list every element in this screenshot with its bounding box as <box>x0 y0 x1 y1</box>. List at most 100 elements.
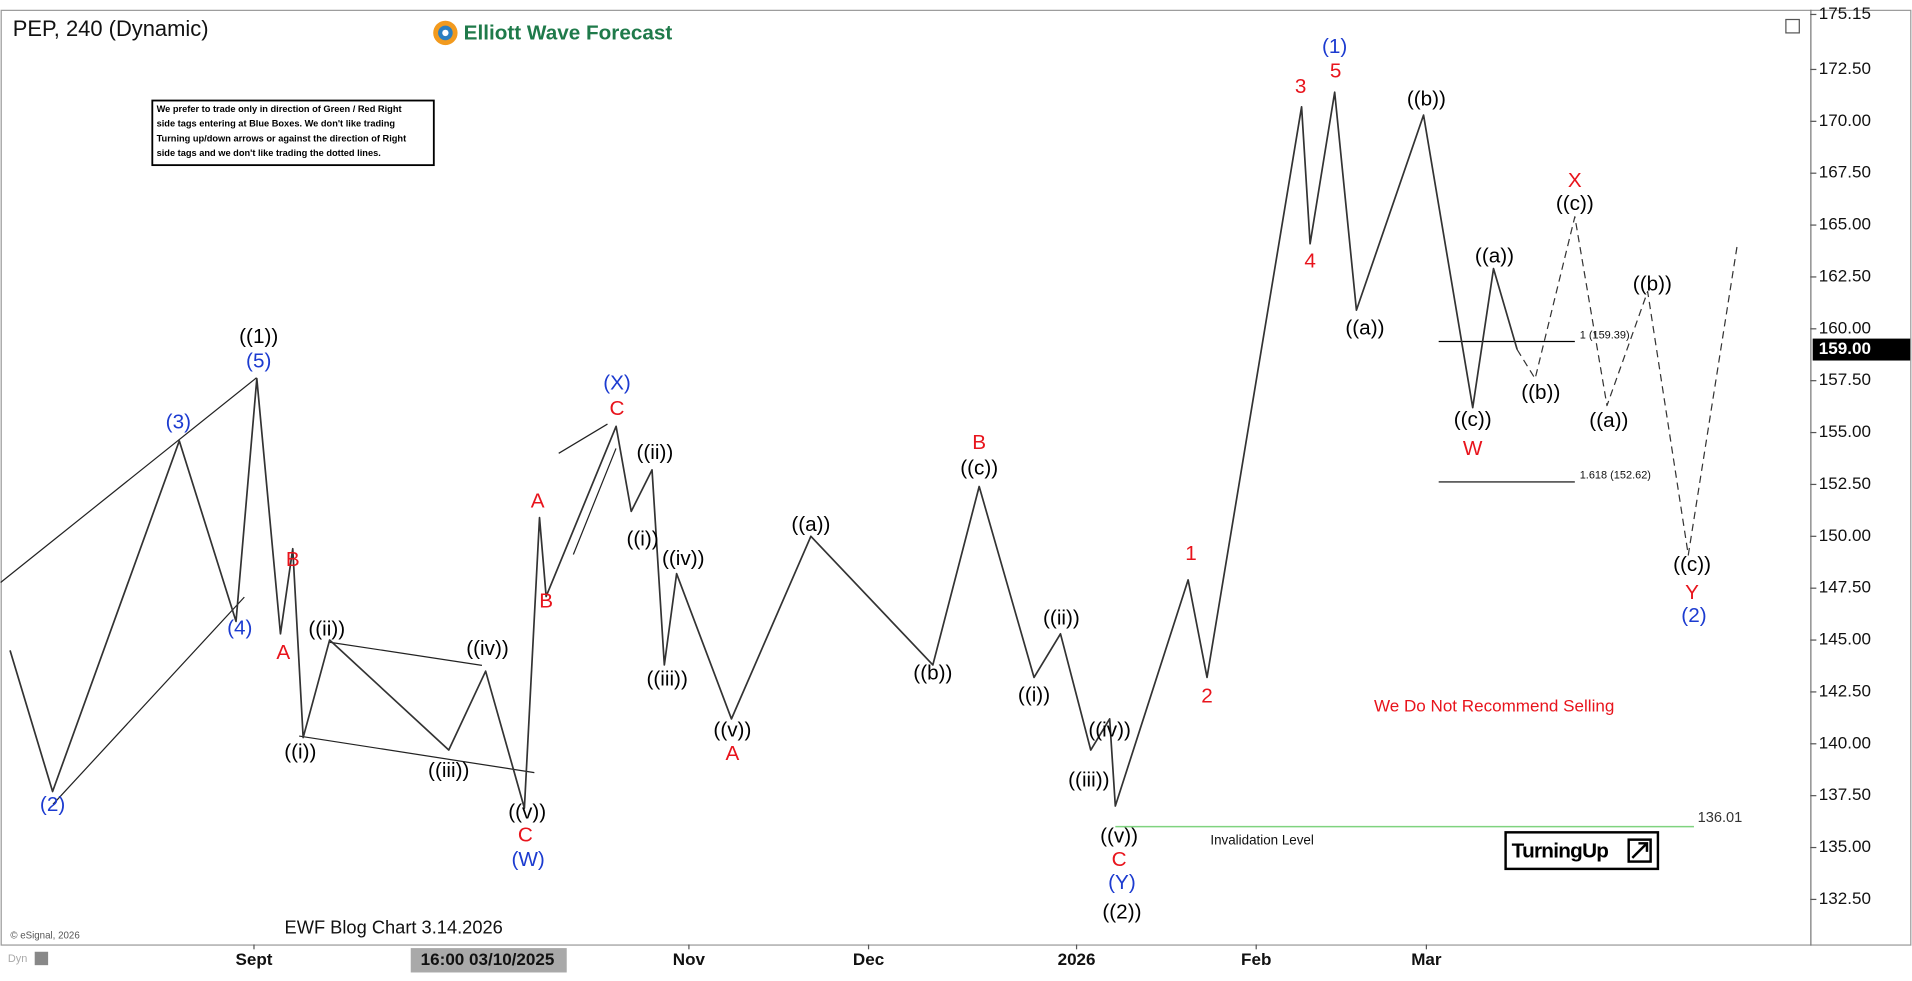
wave-label: ((c)) <box>960 457 998 480</box>
wave-label: ((i)) <box>284 741 316 764</box>
x-tick-label: Nov <box>673 950 706 969</box>
wave-label: (2) <box>1681 604 1706 627</box>
wave-label: ((v)) <box>713 719 751 742</box>
wave-label: 3 <box>1295 75 1307 98</box>
wave-label: (5) <box>246 349 271 372</box>
trendline <box>558 423 608 454</box>
wave-label: 5 <box>1330 59 1342 82</box>
invalidation-value: 136.01 <box>1698 810 1743 826</box>
window-icon <box>1785 18 1800 34</box>
wave-label: ((ii)) <box>308 618 345 641</box>
cursor-label-box <box>410 948 567 973</box>
projection-line <box>1516 216 1739 556</box>
wave-label: A <box>531 490 545 513</box>
wave-label: (4) <box>227 616 252 639</box>
copyright: © eSignal, 2026 <box>10 930 79 941</box>
disclaimer-line: We prefer to trade only in direction of … <box>157 104 402 114</box>
wave-label: 1 <box>1185 542 1197 565</box>
badge: TurningUp <box>1504 831 1660 871</box>
wave-label: ((a)) <box>791 513 830 536</box>
y-tick-label: 137.50 <box>1819 785 1871 804</box>
wave-label: C <box>518 824 533 847</box>
x-tick-label: Dec <box>853 950 884 969</box>
wave-label: ((v)) <box>1100 825 1138 848</box>
wave-label: ((a)) <box>1345 316 1384 339</box>
logo-icon <box>442 29 449 37</box>
x-tick-label: Sept <box>236 950 273 969</box>
wave-label: ((b)) <box>1407 87 1446 110</box>
wave-label: (3) <box>166 410 191 433</box>
disclaimer-line: side tags entering at Blue Boxes. We don… <box>157 119 396 129</box>
wave-label: ((i)) <box>626 527 658 550</box>
badge-text: TurningUp <box>1512 839 1609 862</box>
y-tick-label: 147.50 <box>1819 578 1871 597</box>
wave-label: B <box>972 431 986 454</box>
disclaimer-box <box>151 99 435 167</box>
wave-label: ((b)) <box>1521 381 1560 404</box>
y-tick-label: 140.00 <box>1819 733 1871 752</box>
x-tick-label: Mar <box>1411 950 1442 969</box>
wave-label: ((c)) <box>1673 553 1711 576</box>
wave-label: ((iii)) <box>646 668 687 691</box>
wave-label: ((c)) <box>1454 408 1492 431</box>
y-tick-label: 145.00 <box>1819 630 1871 649</box>
wave-label: ((iii)) <box>1068 769 1109 792</box>
badge-icon <box>1631 842 1649 859</box>
frame <box>0 9 1912 946</box>
y-tick-label: 160.00 <box>1819 318 1871 337</box>
disclaimer-line: side tags and we don't like trading the … <box>157 148 381 158</box>
wave-label: W <box>1463 437 1483 460</box>
trendlines <box>0 377 617 805</box>
y-tick-label: 135.00 <box>1819 837 1871 856</box>
dyn-icon <box>34 951 49 966</box>
wave-label: ((iii)) <box>428 759 469 782</box>
note-selling: We Do Not Recommend Selling <box>1374 696 1614 715</box>
wave-label: (Y) <box>1108 871 1136 894</box>
y-tick-label: 157.50 <box>1819 370 1871 389</box>
y-tick-label: 172.50 <box>1819 59 1871 78</box>
wave-label: ((c)) <box>1556 192 1594 215</box>
trendline <box>0 377 257 583</box>
y-tick-label: 155.00 <box>1819 422 1871 441</box>
invalidation-text: Invalidation Level <box>1210 833 1314 848</box>
y-tick-label: 142.50 <box>1819 681 1871 700</box>
price-line <box>9 91 1518 809</box>
cursor-label: 16:00 03/10/2025 <box>421 950 555 969</box>
wave-label: A <box>276 641 290 664</box>
y-tick-label: 132.50 <box>1819 889 1871 908</box>
wave-label: (1) <box>1322 35 1347 58</box>
y-tick-label: 162.50 <box>1819 266 1871 285</box>
wave-label: C <box>1112 848 1127 871</box>
logo-text: Elliott Wave Forecast <box>464 22 673 45</box>
wave-label: ((ii)) <box>1043 607 1080 630</box>
wave-label: ((b)) <box>1633 273 1672 296</box>
wave-label: A <box>725 742 739 765</box>
y-tick-label: 167.50 <box>1819 163 1871 182</box>
wave-label: ((iv)) <box>466 637 509 660</box>
wave-label: C <box>610 397 625 420</box>
disclaimer: We prefer to trade only in direction of … <box>151 99 435 167</box>
wave-label: ((a)) <box>1475 245 1514 268</box>
wave-label: ((iv)) <box>662 547 705 570</box>
wave-label: ((b)) <box>913 661 952 684</box>
fib-label: 1.618 (152.62) <box>1580 470 1651 482</box>
trendline <box>52 596 245 805</box>
badge-icon <box>1627 838 1652 863</box>
trendline <box>572 448 617 555</box>
wave-label: ((iv)) <box>1088 719 1131 742</box>
wave-label: (2) <box>40 793 65 816</box>
wave-label: X <box>1568 169 1582 192</box>
chart-title: PEP, 240 (Dynamic) <box>13 16 209 41</box>
trendline <box>329 641 483 666</box>
y-tick-label: 152.50 <box>1819 474 1871 493</box>
y-tick-label: 165.00 <box>1819 215 1871 234</box>
disclaimer-line: Turning up/down arrows or against the di… <box>157 133 407 143</box>
blog-caption: EWF Blog Chart 3.14.2026 <box>285 916 503 937</box>
trendline <box>299 735 535 774</box>
wave-label: 2 <box>1201 685 1213 708</box>
wave-label: ((ii)) <box>636 441 673 464</box>
wave-label: ((a)) <box>1589 409 1628 432</box>
wave-label: Y <box>1685 581 1699 604</box>
